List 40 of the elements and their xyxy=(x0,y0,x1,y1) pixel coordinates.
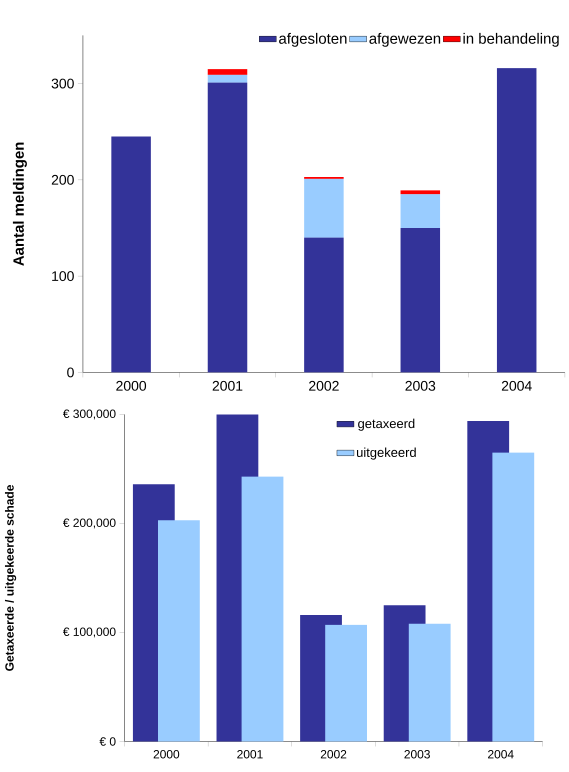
y-axis-title: Getaxeerde / uitgekeerde schade xyxy=(4,485,16,671)
y-tick-label: € 100,000 xyxy=(62,628,116,638)
bar xyxy=(208,82,248,372)
x-tick-label: 2003 xyxy=(404,750,430,758)
bar xyxy=(400,194,440,228)
bar xyxy=(325,624,367,742)
y-axis-title: Aantal meldingen xyxy=(12,142,27,266)
y-tick-label: € 0 xyxy=(100,737,116,746)
bar xyxy=(408,624,451,742)
x-tick-label: 2002 xyxy=(309,380,339,391)
x-tick-label: 2000 xyxy=(116,380,146,391)
bar xyxy=(496,68,536,372)
legend-label: afgesloten xyxy=(279,32,346,47)
x-tick-label: 2003 xyxy=(405,380,436,391)
y-tick-label: 100 xyxy=(52,271,74,282)
legend-label: uitgekeerd xyxy=(356,448,416,460)
bar xyxy=(208,69,248,75)
x-tick-label: 2002 xyxy=(320,750,346,758)
legend-label: getaxeerd xyxy=(358,418,414,431)
bar xyxy=(208,74,248,83)
bar xyxy=(400,190,440,194)
x-tick-label: 2001 xyxy=(212,380,242,391)
bar xyxy=(492,452,534,742)
x-tick-label: 2001 xyxy=(237,750,263,758)
y-tick-label: € 200,000 xyxy=(62,518,116,528)
x-tick-label: 2004 xyxy=(488,750,514,758)
y-tick-label: € 300,000 xyxy=(62,410,116,420)
bar xyxy=(304,238,344,372)
bar xyxy=(304,178,344,238)
y-tick-label: 300 xyxy=(52,78,74,88)
x-tick-label: 2000 xyxy=(154,750,180,758)
bar xyxy=(158,520,200,742)
legend-label: in behandeling xyxy=(463,32,559,47)
legend-label: afgewezen xyxy=(369,32,440,47)
bar xyxy=(400,228,440,372)
y-tick-label: 200 xyxy=(52,174,74,185)
x-tick-label: 2004 xyxy=(502,380,532,391)
y-tick-label: 0 xyxy=(67,367,74,378)
bar xyxy=(242,476,284,742)
bar xyxy=(111,136,151,372)
